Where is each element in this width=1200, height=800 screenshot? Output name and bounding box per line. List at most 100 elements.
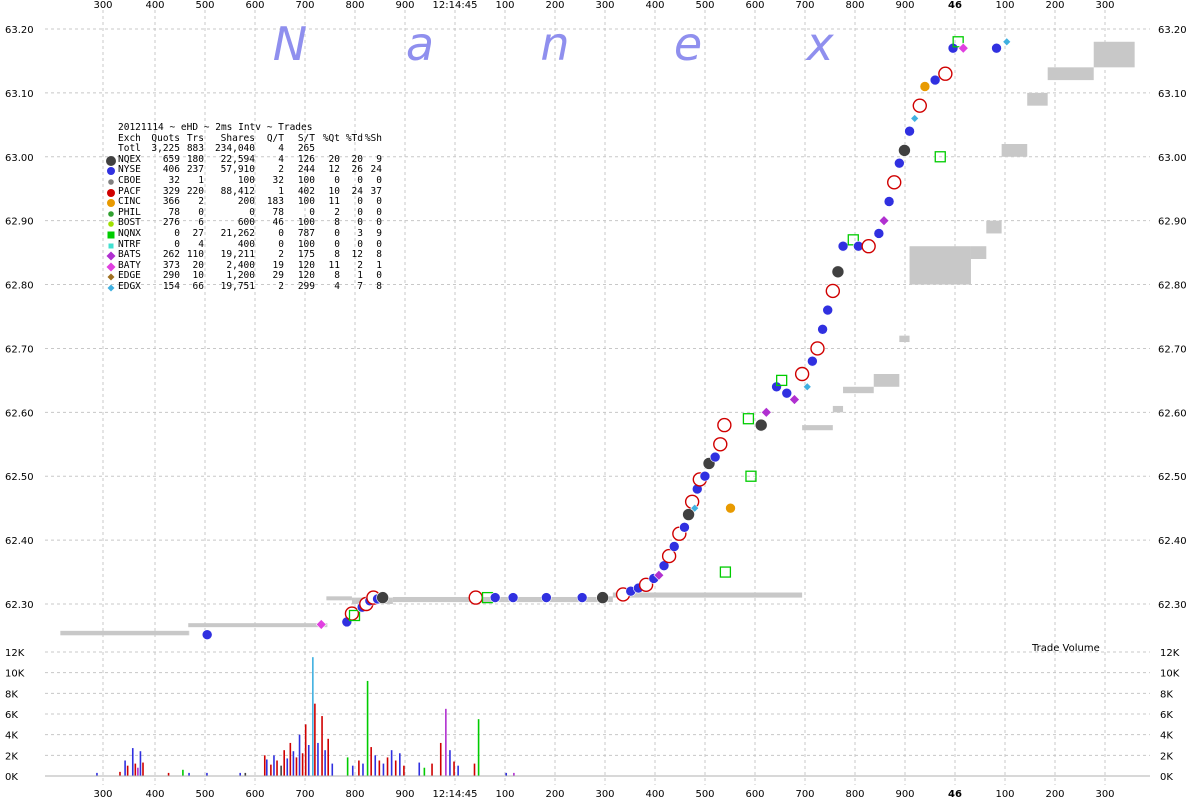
stats-cell: %Td — [345, 132, 363, 144]
trade-marker-baty — [957, 42, 969, 54]
stats-cell: 120 — [297, 270, 315, 282]
trade-marker-pacf — [825, 283, 841, 299]
stats-cell: 0 — [357, 238, 363, 250]
x-tick-label-top: 300 — [1095, 0, 1114, 11]
x-tick-label-bottom: 200 — [1045, 789, 1064, 800]
stats-cell: 0 — [278, 227, 284, 239]
stats-cell: Q/T — [266, 132, 284, 144]
stats-cell: 406 — [162, 164, 180, 176]
legend-marker-icon — [107, 188, 115, 197]
stats-cell: 276 — [162, 217, 180, 229]
stats-cell: Totl — [118, 143, 141, 155]
stats-row-nqnx: NQNX 0 27 21,262 0 787 0 3 9 — [107, 227, 388, 240]
volume-tick-label-right: 2K — [1160, 751, 1173, 762]
volume-bar-nyse — [324, 750, 326, 776]
price-tick-label-left: 62.50 — [5, 472, 34, 483]
stats-cell: 2 — [278, 164, 284, 176]
nbbo-segment — [873, 374, 900, 387]
volume-bar-nyse — [239, 772, 241, 776]
volume-tick-label-left: 12K — [5, 648, 25, 659]
stats-cell: 2 — [198, 196, 204, 208]
trade-marker-nyse — [807, 355, 818, 367]
x-tick-label-top: 900 — [895, 0, 914, 11]
stats-cell: PACF — [118, 185, 141, 197]
x-tick-label-top: 12:14:45 — [433, 0, 478, 11]
stats-header-row: Exch Quots Trs Shares Q/T S/T %Qt %Td %Sh — [118, 132, 388, 145]
watermark-letter: x — [804, 17, 834, 71]
volume-bar-pacf — [119, 771, 121, 776]
trade-marker-nyse — [817, 323, 828, 335]
stats-cell: %Qt — [322, 132, 340, 144]
stats-row-edge: EDGE 290 10 1,200 29 120 8 1 0 — [107, 270, 388, 282]
volume-tick-label-right: 0K — [1160, 772, 1173, 783]
stats-cell: 180 — [186, 153, 204, 165]
nbbo-segment — [1093, 41, 1135, 68]
stats-cell: 1,200 — [226, 270, 255, 282]
nbbo-segment — [612, 592, 803, 598]
price-tick-label-left: 63.20 — [5, 25, 34, 36]
price-tick-label-right: 62.80 — [1158, 281, 1187, 292]
x-tick-label-bottom: 12:14:45 — [433, 789, 478, 800]
nbbo-segment — [1047, 67, 1094, 81]
trade-marker-nqex — [682, 508, 695, 521]
x-tick-label-bottom: 600 — [745, 789, 764, 800]
watermark-letter: n — [540, 17, 569, 71]
stats-cell: Quots — [151, 132, 180, 144]
x-tick-label-top: 200 — [1045, 0, 1064, 11]
trade-marker-nyse — [489, 592, 501, 603]
x-tick-label-top: 500 — [195, 0, 214, 11]
volume-panel-title: Trade Volume — [1031, 643, 1100, 654]
volume-bar-pacf — [473, 763, 476, 776]
trade-marker-edgx — [910, 114, 920, 123]
trade-marker-nqnx — [847, 234, 859, 246]
volume-tick-label-right: 8K — [1160, 689, 1173, 700]
trade-markers — [201, 36, 1012, 640]
x-tick-label-top: 100 — [495, 0, 514, 11]
volume-bar-pacf — [167, 772, 170, 776]
stats-cell: 7 — [357, 280, 363, 292]
stats-cell: 20 — [192, 259, 204, 271]
trade-marker-pacf — [794, 366, 810, 382]
legend-marker-icon — [107, 167, 115, 176]
stats-cell: 32 — [272, 174, 284, 186]
x-tick-label-bottom: 100 — [495, 789, 514, 800]
stats-cell: 24 — [370, 164, 382, 176]
legend-marker-icon — [107, 273, 115, 281]
stats-cell: 0 — [357, 174, 363, 186]
x-tick-label-bottom: 800 — [845, 789, 864, 800]
stats-cell: 600 — [237, 217, 255, 229]
volume-bar-pacf — [358, 760, 360, 776]
x-tick-label-bottom: 46 — [948, 789, 962, 800]
stats-cell: 10 — [328, 185, 340, 197]
nbbo-segment — [188, 623, 327, 628]
volume-bar-edgx — [312, 657, 314, 776]
x-tick-label-top: 800 — [845, 0, 864, 11]
stats-cell: 100 — [297, 217, 315, 229]
trade-marker-nyse — [699, 470, 711, 482]
axis-labels: 3003004004005005006006007007008008009009… — [5, 0, 1187, 800]
trade-marker-nyse — [576, 592, 588, 603]
trade-marker-nqex — [596, 591, 609, 604]
stats-cell: 19,211 — [220, 249, 255, 261]
x-tick-label-bottom: 900 — [895, 789, 914, 800]
stats-cell: 8 — [334, 249, 340, 261]
trade-marker-pacf — [810, 341, 825, 356]
stats-row-cboe: CBOE 32 1 100 32 100 0 0 0 — [108, 174, 388, 187]
trade-marker-edgx — [690, 503, 700, 513]
x-tick-label-bottom: 300 — [1095, 789, 1114, 800]
volume-tick-label-left: 10K — [5, 669, 25, 680]
volume-bar-pacf — [403, 765, 405, 776]
watermark-letter: a — [406, 17, 434, 71]
trade-marker-pacf — [912, 98, 927, 113]
volume-tick-label-left: 6K — [5, 710, 18, 721]
trade-marker-bats — [789, 394, 800, 405]
price-tick-label-left: 63.10 — [5, 89, 34, 100]
legend-marker-icon — [106, 251, 116, 261]
x-tick-label-bottom: 200 — [545, 789, 564, 800]
stats-cell: 0 — [198, 206, 204, 218]
trade-marker-pacf — [344, 606, 360, 621]
volume-bar-nyse — [351, 765, 354, 776]
volume-bar-nyse — [96, 772, 98, 776]
trade-marker-pacf — [713, 437, 728, 452]
